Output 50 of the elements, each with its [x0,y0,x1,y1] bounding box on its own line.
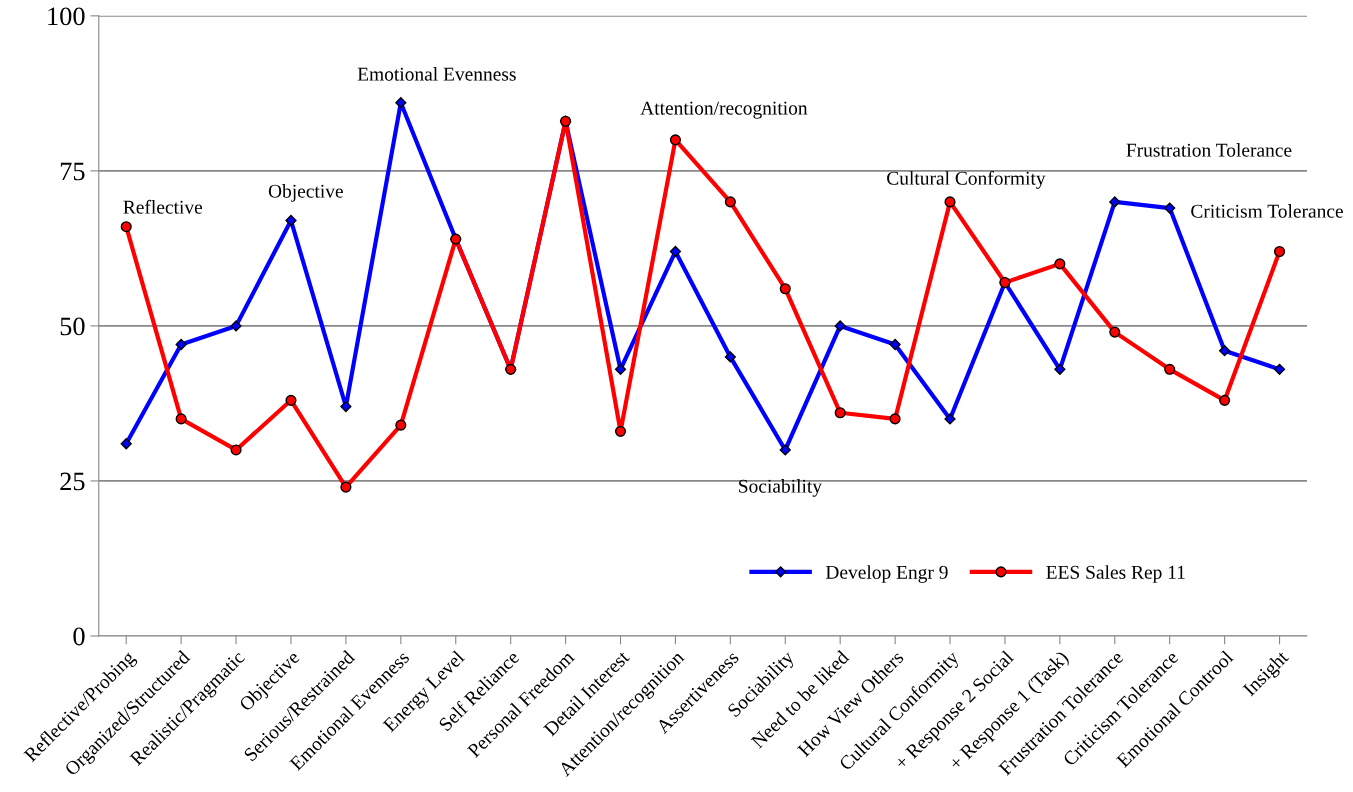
point [175,338,187,351]
annotation: Emotional Evenness [357,67,516,81]
point [340,481,352,493]
point [285,394,297,406]
point [1054,258,1066,270]
point [1273,245,1286,258]
point [724,351,736,363]
point [779,283,791,295]
point [230,320,242,332]
point [889,413,901,425]
annotation: Attention/recognition [640,101,808,119]
point [614,363,627,375]
annotation: Objective [268,184,343,202]
point [834,320,846,332]
point [944,196,956,208]
y-tick-label: 25 [60,472,85,491]
point [285,214,297,227]
legend-label: EES Sales Rep 11 [1046,565,1185,583]
legend-label: Develop Engr 9 [825,565,948,583]
point [779,444,791,456]
point [1219,394,1231,406]
point [230,444,242,456]
annotation: Reflective [123,199,203,214]
y-tick-label: 0 [73,627,85,646]
point [1109,326,1121,338]
annotation: Frustration Tolerance [1126,143,1292,157]
point [1273,363,1286,375]
point [669,134,681,146]
point [834,407,846,419]
point [614,425,627,437]
point [1164,202,1176,214]
annotation: Sociability [739,479,822,497]
annotation: Criticism Tolerance [1191,204,1343,218]
point [395,97,407,109]
y-tick-label: 75 [60,162,85,181]
point [724,196,736,208]
y-tick-label: 50 [60,317,85,336]
point [669,245,682,258]
point [395,419,407,431]
point [1109,196,1121,208]
point [889,338,901,351]
point [120,221,132,233]
point [1164,363,1176,375]
point [1054,363,1066,375]
point [120,438,132,450]
point [1219,345,1231,357]
point [175,413,187,425]
point [340,400,352,413]
annotation: Cultural Conformity [887,170,1046,189]
y-tick-label: 100 [48,7,85,26]
